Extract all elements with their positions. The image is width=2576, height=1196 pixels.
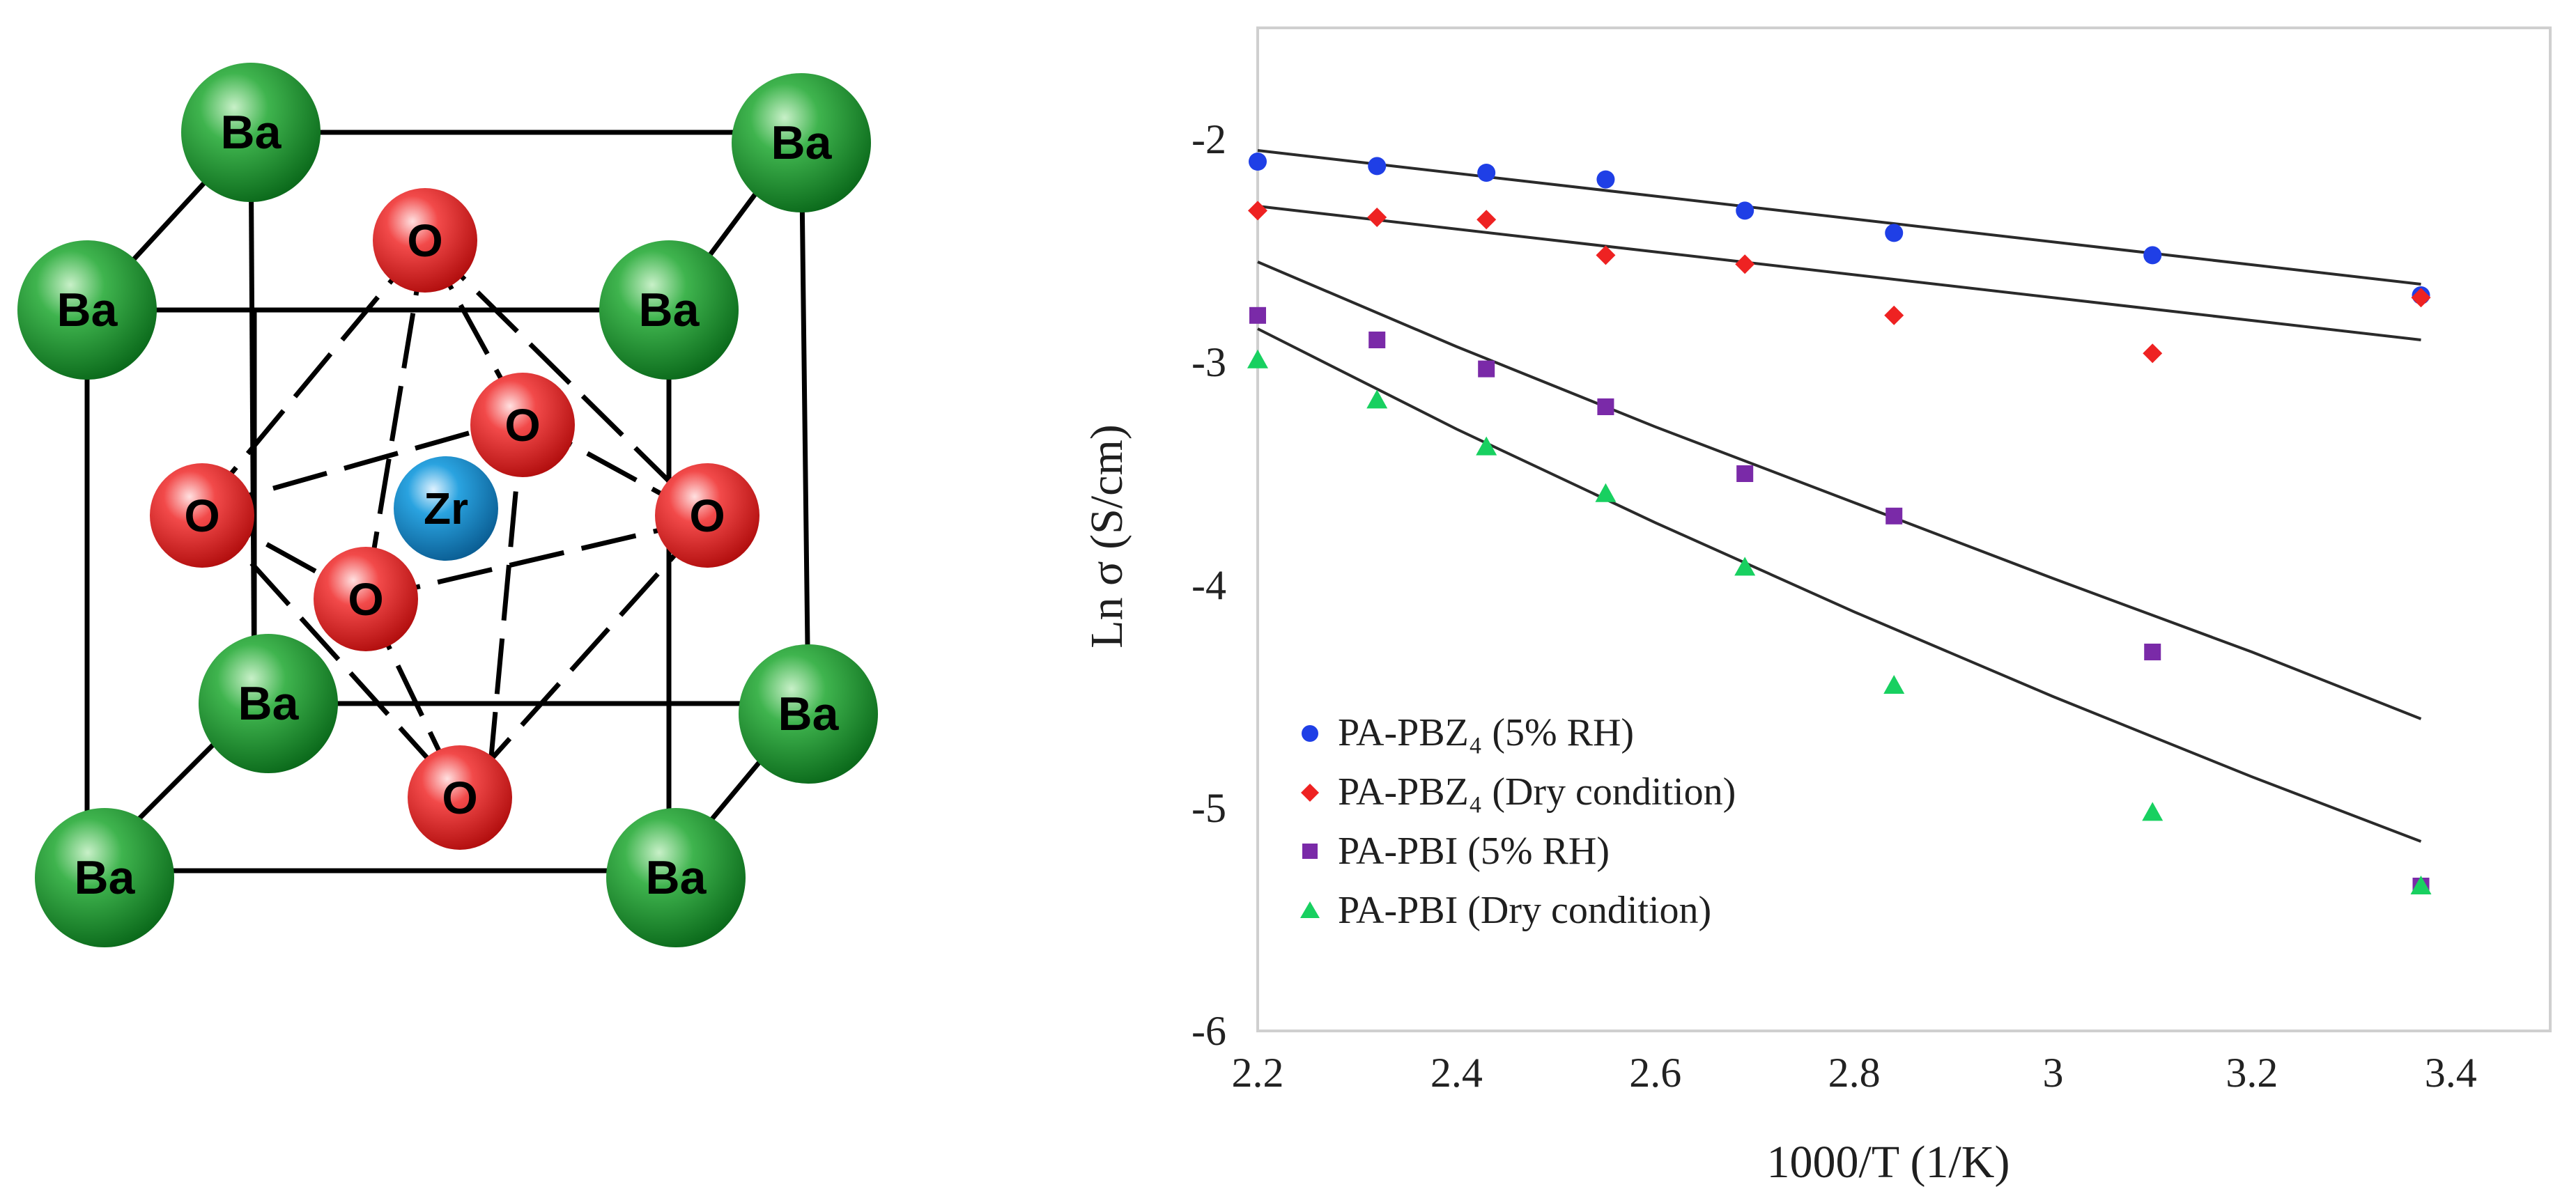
data-point xyxy=(1736,201,1754,220)
data-point xyxy=(2410,876,2432,894)
y-tick-labels: -2 -3 -4 -5 -6 xyxy=(1191,116,1226,1054)
x-tick-label: 2.6 xyxy=(1629,1050,1681,1096)
data-point xyxy=(1366,389,1388,409)
data-point xyxy=(1883,675,1905,694)
ba-atom: Ba xyxy=(606,808,746,947)
data-point xyxy=(2144,644,2161,660)
data-point xyxy=(1368,332,1386,348)
data-point xyxy=(1368,157,1387,176)
legend-label: PA-PBI (5% RH) xyxy=(1338,830,1610,873)
legend-marker xyxy=(1302,725,1318,742)
ba-atom: Ba xyxy=(199,634,338,773)
legend-label: PA-PBI (Dry condition) xyxy=(1338,889,1711,932)
x-tick-labels: 2.2 2.4 2.6 2.8 3 3.2 3.4 xyxy=(1232,1050,2477,1096)
legend-marker xyxy=(1302,844,1318,859)
chart: 2.2 2.4 2.6 2.8 3 3.2 3.4 -2 -3 -4 -5 -6 1000/T (1… xyxy=(1081,26,2552,1188)
plot-frame xyxy=(1256,26,2552,1032)
data-point xyxy=(1249,306,1266,324)
data-point xyxy=(1734,557,1756,576)
ba-atom: Ba xyxy=(35,808,174,947)
legend: PA-PBZ₄ (5% RH) PA-PBZ₄ (Dry condition) … xyxy=(1300,711,1736,932)
fit-line xyxy=(1257,205,2421,341)
x-tick-label: 2.8 xyxy=(1828,1050,1881,1096)
ba-atom: Ba xyxy=(732,73,871,212)
legend-item: PA-PBI (5% RH) xyxy=(1302,830,1610,873)
svg-text:O: O xyxy=(184,490,219,541)
zr-atom: Zr xyxy=(394,456,498,561)
svg-text:Ba: Ba xyxy=(639,284,700,336)
data-point xyxy=(1597,398,1614,415)
fit-lines xyxy=(1257,149,2422,843)
svg-text:O: O xyxy=(442,772,477,823)
data-point xyxy=(1247,349,1268,368)
x-tick-label: 3 xyxy=(2043,1050,2064,1096)
ba-atom: Ba xyxy=(739,644,878,784)
legend-marker xyxy=(1300,901,1320,918)
svg-text:Ba: Ba xyxy=(221,106,282,159)
legend-item: PA-PBZ₄ (5% RH) xyxy=(1302,711,1634,754)
data-point xyxy=(2411,288,2431,308)
x-tick-label: 3.2 xyxy=(2226,1050,2278,1096)
data-point xyxy=(1736,465,1754,482)
y-tick-label: -6 xyxy=(1191,1008,1226,1054)
svg-text:Ba: Ba xyxy=(75,851,136,904)
data-point xyxy=(1596,170,1615,189)
ba-atom: Ba xyxy=(599,240,739,380)
x-axis-title: 1000/T (1/K) xyxy=(1767,1137,2010,1188)
data-point xyxy=(1476,210,1497,230)
legend-item: PA-PBZ₄ (Dry condition) xyxy=(1301,770,1736,814)
data-point xyxy=(1884,305,1904,325)
svg-text:O: O xyxy=(689,490,725,541)
data-points xyxy=(1247,153,2432,894)
data-point xyxy=(1249,153,1267,171)
y-tick-label: -4 xyxy=(1191,562,1226,608)
svg-text:O: O xyxy=(504,399,540,451)
legend-label: PA-PBZ₄ (Dry condition) xyxy=(1338,770,1736,814)
data-point xyxy=(1477,164,1496,182)
data-point xyxy=(1367,208,1387,227)
svg-text:O: O xyxy=(407,215,442,266)
legend-item: PA-PBI (Dry condition) xyxy=(1300,889,1711,932)
x-tick-label: 2.4 xyxy=(1430,1050,1483,1096)
ba-atom: Ba xyxy=(17,240,157,380)
y-axis-title: Ln σ (S/cm) xyxy=(1081,424,1132,649)
data-point xyxy=(1735,254,1755,274)
fit-line xyxy=(1257,261,2422,720)
y-tick-label: -5 xyxy=(1191,785,1226,831)
ba-atom: Ba xyxy=(181,63,321,202)
svg-text:Ba: Ba xyxy=(778,688,840,740)
data-point xyxy=(1478,360,1495,378)
o-atom: O xyxy=(314,547,418,651)
o-atom: O xyxy=(150,463,254,568)
x-tick-label: 3.4 xyxy=(2425,1050,2477,1096)
data-point xyxy=(2143,343,2163,364)
legend-marker xyxy=(1301,784,1319,802)
o-atom: O xyxy=(655,463,759,568)
data-point xyxy=(1596,245,1616,265)
x-tick-label: 2.2 xyxy=(1232,1050,1284,1096)
y-tick-label: -2 xyxy=(1191,116,1226,162)
data-point xyxy=(1476,436,1497,456)
data-point xyxy=(2142,802,2164,821)
fit-line xyxy=(1257,149,2421,286)
data-point xyxy=(1885,224,1904,242)
svg-text:Ba: Ba xyxy=(57,284,118,336)
svg-text:Ba: Ba xyxy=(238,677,300,730)
o-atom: O xyxy=(470,373,575,477)
svg-text:Zr: Zr xyxy=(424,483,468,534)
fit-line xyxy=(1257,327,2422,843)
svg-text:O: O xyxy=(348,573,383,625)
data-point xyxy=(1595,483,1617,502)
data-point xyxy=(1885,507,1903,525)
svg-text:Ba: Ba xyxy=(771,116,833,169)
o-atom: O xyxy=(373,188,477,293)
data-point xyxy=(2143,246,2162,265)
legend-label: PA-PBZ₄ (5% RH) xyxy=(1338,711,1634,754)
o-atom: O xyxy=(408,745,512,850)
data-point xyxy=(1248,201,1267,221)
svg-text:Ba: Ba xyxy=(646,851,707,904)
y-tick-label: -3 xyxy=(1191,339,1226,385)
